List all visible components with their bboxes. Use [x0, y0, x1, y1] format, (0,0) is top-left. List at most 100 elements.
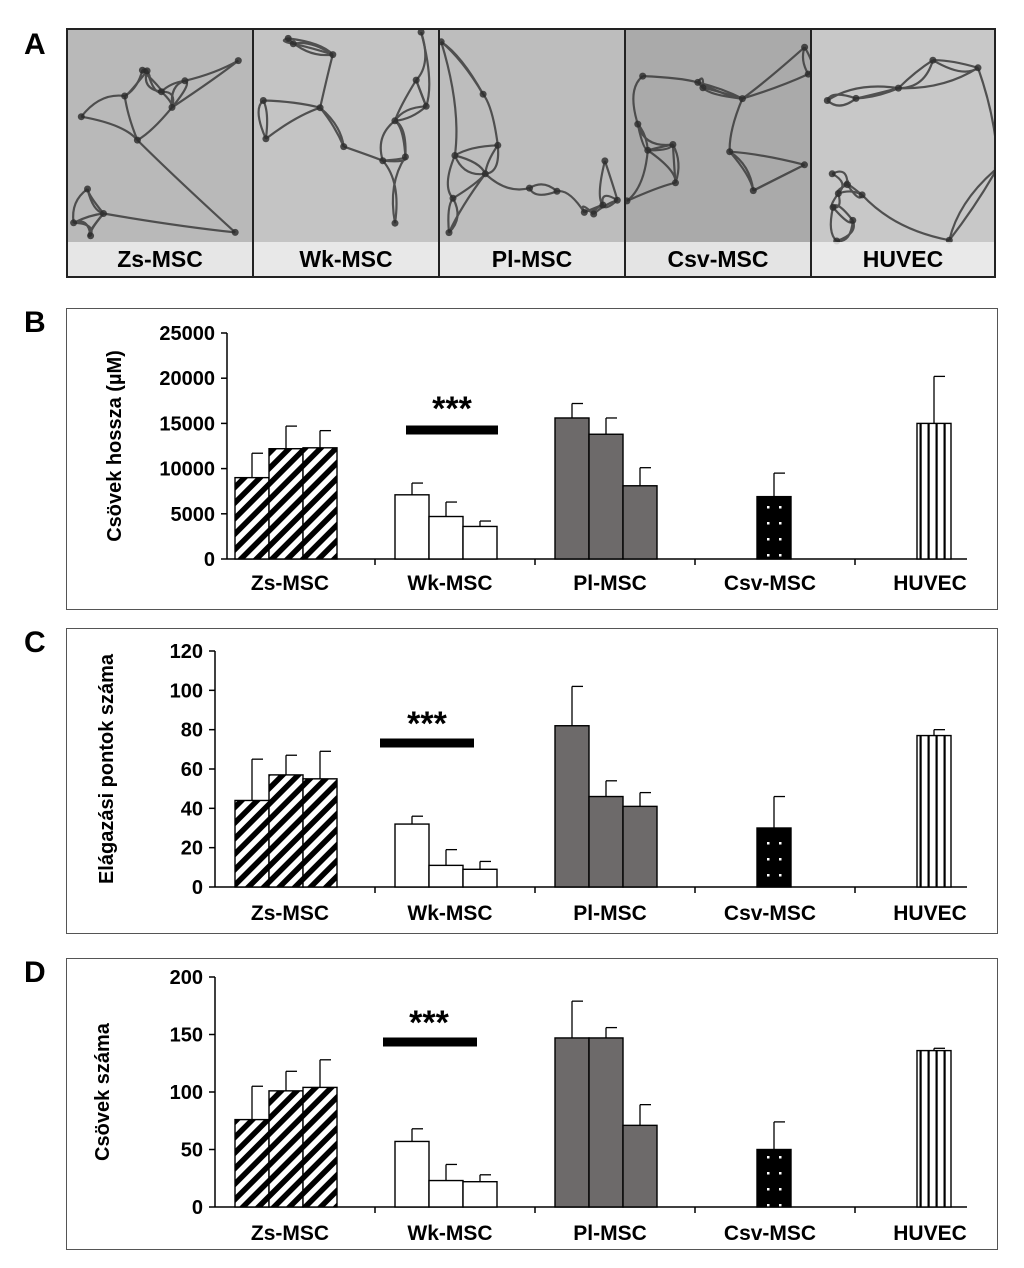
micrograph-cell-cluster	[168, 103, 176, 111]
micrograph-cell-cluster	[829, 203, 837, 211]
micrograph-cell-cluster	[929, 56, 937, 64]
micrograph-cell-cluster	[143, 67, 151, 75]
bar-huvec	[916, 734, 952, 888]
micrograph-cell-cluster	[133, 136, 141, 144]
bar-wk-msc	[394, 494, 430, 560]
x-tick-label: Csv-MSC	[724, 572, 816, 595]
y-tick-label: 60	[181, 759, 203, 781]
significance-label: ***	[409, 1004, 449, 1042]
micrograph-cell-cluster	[84, 185, 91, 193]
micrograph-cell-cluster	[77, 113, 85, 121]
x-tick-label: Csv-MSC	[724, 902, 816, 925]
micrograph-vessel	[729, 150, 755, 191]
micrograph-vessel	[136, 139, 236, 234]
micrograph-vessel	[319, 106, 345, 147]
micrograph-vessel	[420, 31, 431, 107]
y-tick-label: 5000	[171, 504, 216, 526]
micrograph-row: Zs-MSC Wk-MSC Pl-MSC Csv-MSC HUVEC	[66, 28, 996, 278]
micrograph-cell-cluster	[601, 157, 609, 165]
micrograph-cell-cluster	[858, 191, 866, 199]
micrograph-csv-msc: Csv-MSC	[624, 28, 812, 278]
y-tick-label: 50	[181, 1140, 203, 1162]
micrograph-cell-cluster	[340, 143, 348, 151]
micrograph-cell-cluster	[801, 43, 809, 51]
micrograph-cell-cluster	[121, 92, 129, 100]
bar-wk-msc	[462, 868, 498, 888]
micrograph-vessel	[440, 40, 485, 95]
panel-b-letter: B	[24, 306, 46, 339]
micrograph-cell-cluster	[823, 97, 831, 104]
bar-pl-msc	[554, 1037, 590, 1208]
micrograph-vessel	[447, 173, 487, 234]
chart-panel-d: 0 50 100 150 200 Csövek száma Zs-MSC Wk-MSC Pl-M…	[66, 958, 998, 1250]
micrograph-wk-msc: Wk-MSC	[252, 28, 440, 278]
micrograph-background	[626, 30, 810, 276]
micrograph-cell-cluster	[801, 161, 808, 169]
micrograph-cell-cluster	[231, 228, 239, 236]
micrograph-background	[254, 30, 438, 276]
bar-pl-msc	[588, 795, 624, 888]
micrograph-cell-cluster	[329, 51, 337, 59]
micrograph-cell-cluster	[669, 141, 677, 148]
micrograph-cell-cluster	[974, 64, 982, 72]
significance-label: ***	[432, 390, 472, 428]
micrograph-cell-cluster	[613, 196, 621, 204]
micrograph-cell-cluster	[993, 167, 994, 169]
micrograph-vessel	[453, 155, 486, 176]
panel-d-letter: D	[24, 956, 46, 989]
bar-wk-msc	[462, 1180, 498, 1208]
micrograph-vessel	[728, 98, 744, 152]
micrograph-vessel	[729, 150, 805, 166]
micrograph-cell-cluster	[639, 72, 647, 80]
micrograph-vessel	[81, 115, 139, 141]
micrograph-cell-cluster	[422, 102, 430, 110]
micrograph-cell-cluster	[672, 179, 679, 187]
micrograph-vessel	[626, 150, 649, 202]
micrograph-cell-cluster	[599, 201, 607, 209]
x-tick-label: Pl-MSC	[573, 1222, 647, 1245]
panel-a-letter: A	[24, 28, 46, 61]
micrograph-cell-cluster	[553, 187, 561, 195]
micrograph-vessel	[976, 67, 994, 137]
bar-pl-msc	[622, 1124, 658, 1208]
micrograph-cell-cluster	[849, 216, 857, 224]
y-tick-label: 200	[170, 967, 203, 989]
bar-zs-msc	[234, 1118, 270, 1208]
micrograph-cell-cluster	[401, 153, 409, 161]
micrograph-vessel	[948, 169, 994, 241]
bar-wk-msc	[394, 823, 430, 888]
bar-huvec	[916, 1049, 952, 1208]
micrograph-vessel	[484, 172, 530, 191]
micrograph-image	[440, 30, 624, 276]
micrograph-cell-cluster	[316, 104, 324, 112]
bar-zs-msc	[302, 778, 338, 888]
micrograph-cell-cluster	[234, 57, 242, 65]
micrograph-huvec: HUVEC	[810, 28, 996, 278]
micrograph-cell-cluster	[100, 210, 107, 217]
micrograph-vessel	[263, 99, 321, 109]
micrograph-label: HUVEC	[812, 242, 994, 276]
y-tick-label: 100	[170, 680, 203, 702]
y-tick-label: 0	[204, 549, 215, 571]
micrograph-cell-cluster	[157, 88, 165, 96]
micrograph-vessel	[636, 123, 674, 147]
micrograph-vessel	[265, 106, 321, 140]
bar-zs-msc	[268, 1090, 304, 1208]
x-tick-label: Wk-MSC	[407, 902, 492, 925]
micrograph-cell-cluster	[634, 120, 642, 128]
significance-label: ***	[407, 705, 447, 743]
micrograph-cell-cluster	[481, 170, 489, 178]
micrograph-cell-cluster	[694, 78, 702, 86]
x-tick-label: HUVEC	[893, 1222, 967, 1245]
micrograph-cell-cluster	[738, 95, 746, 103]
micrograph-cell-cluster	[852, 94, 860, 102]
x-tick-label: Zs-MSC	[251, 572, 329, 595]
y-tick-label: 20	[181, 838, 203, 860]
bar-zs-msc	[302, 447, 338, 560]
bar-wk-msc	[428, 515, 464, 560]
micrograph-cell-cluster	[379, 157, 387, 165]
micrograph-cell-cluster	[804, 70, 810, 78]
micrograph-cell-cluster	[699, 84, 707, 92]
y-tick-label: 0	[192, 1197, 203, 1219]
micrograph-cell-cluster	[726, 148, 734, 156]
